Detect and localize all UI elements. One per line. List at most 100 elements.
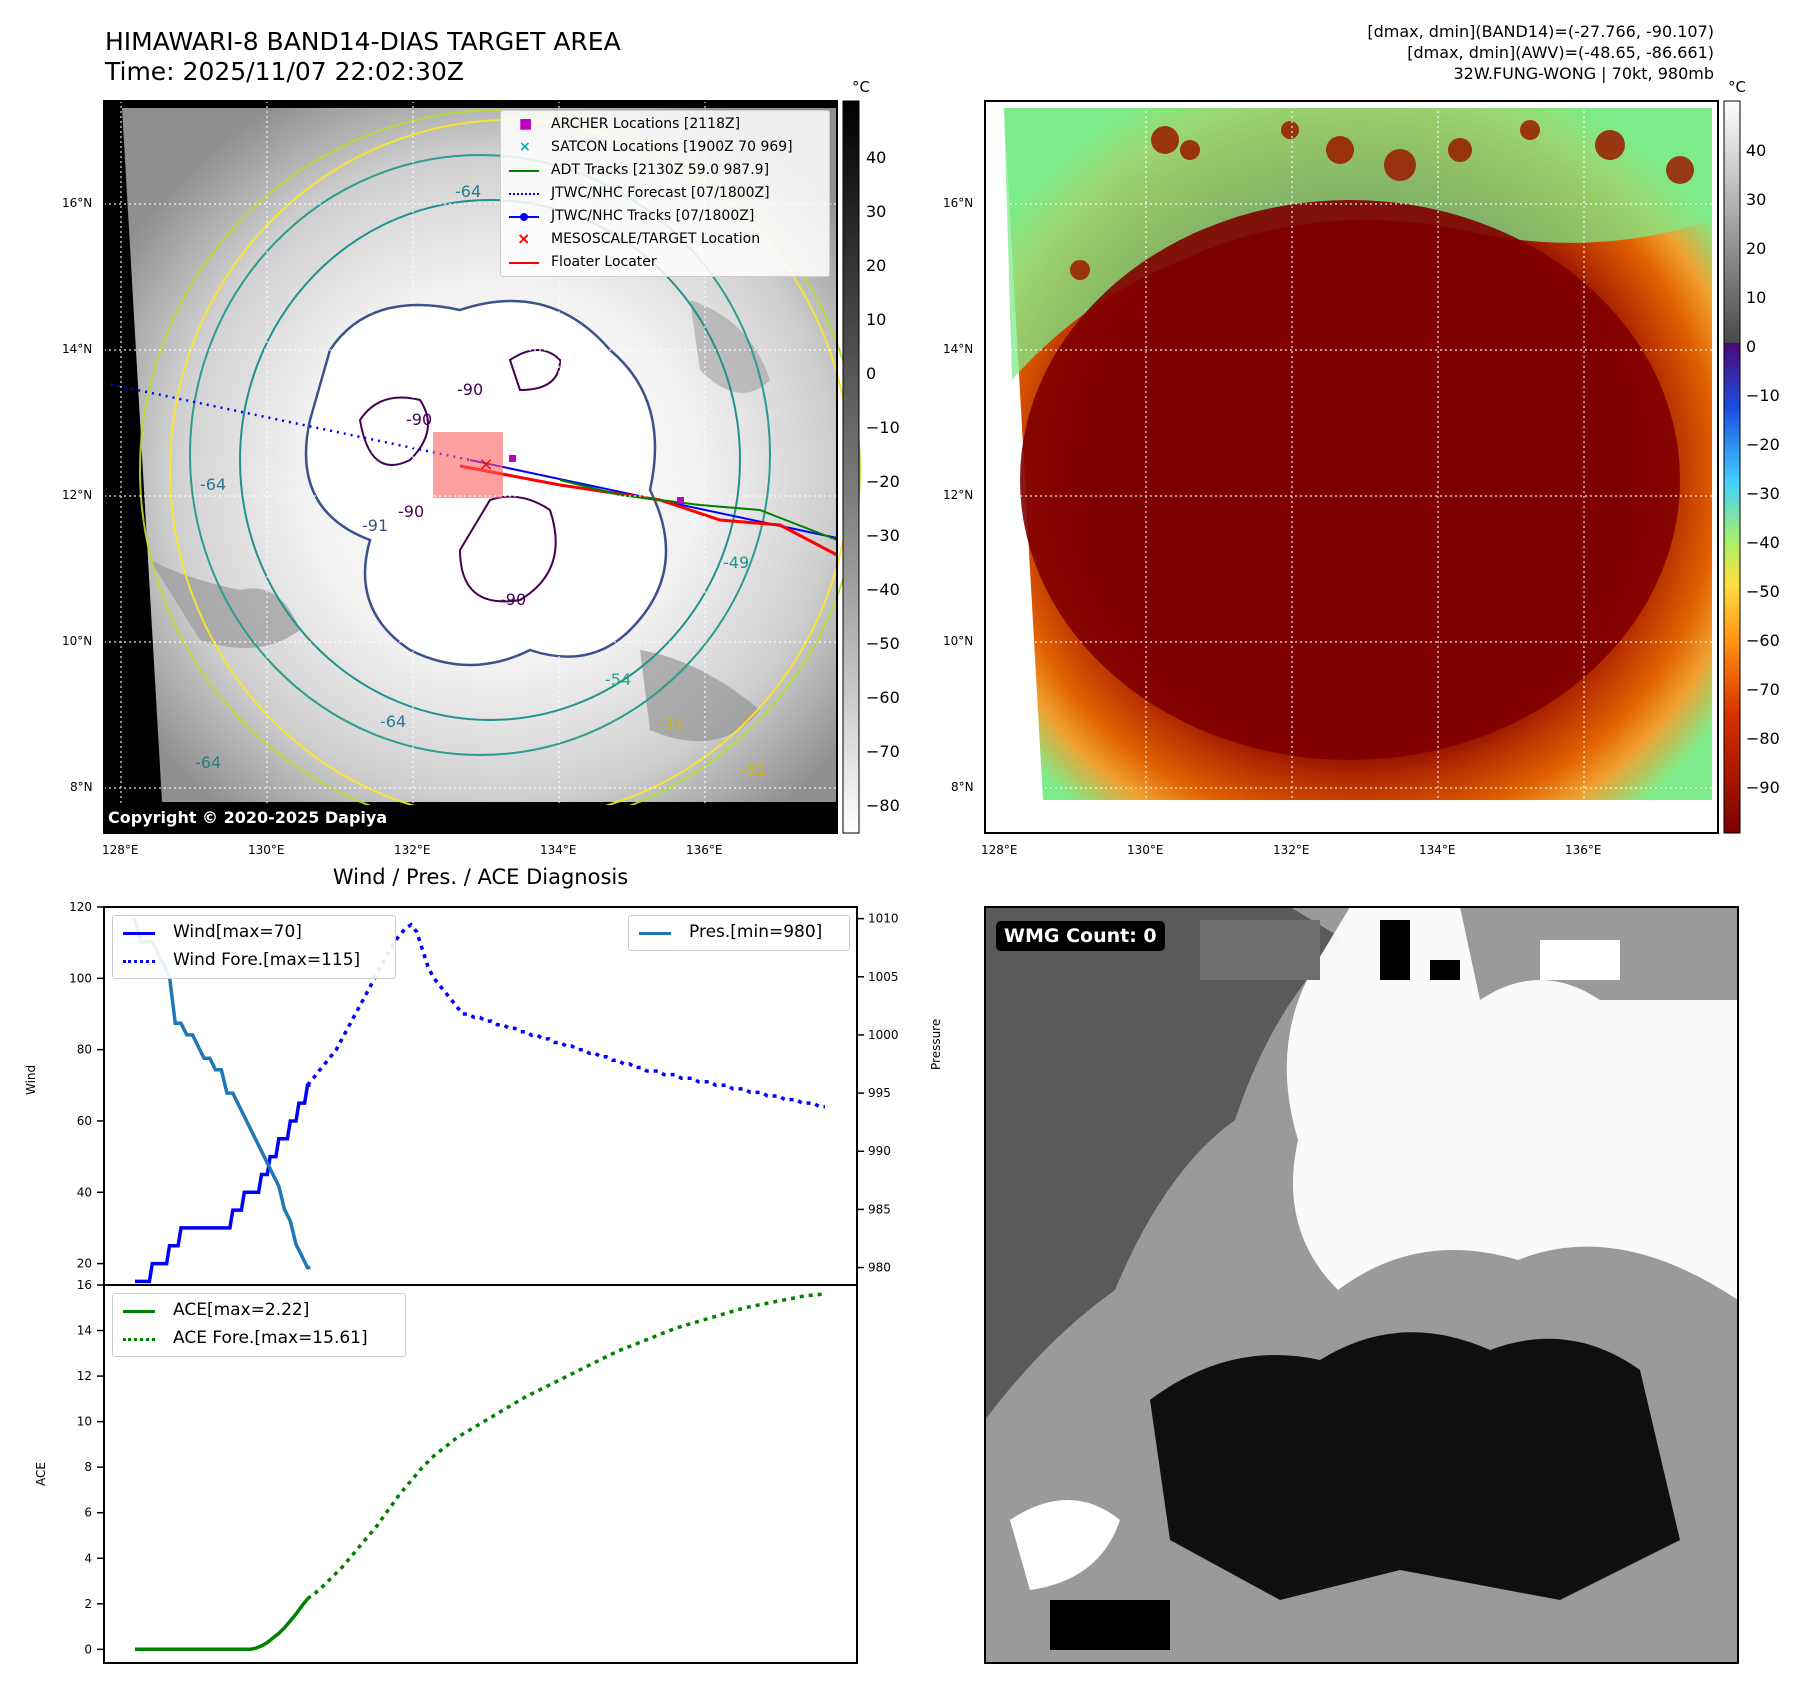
ytick-label-pressure: 1005	[868, 970, 899, 984]
ytick-label-ace: 12	[77, 1369, 92, 1383]
colorbar-tick: 20	[866, 256, 887, 275]
legend-label: Pres.[min=980]	[689, 922, 823, 942]
legend-label: Floater Locater	[551, 254, 657, 270]
lon-label: 130°E	[248, 843, 285, 857]
colorbar-tick: −30	[1746, 484, 1780, 503]
info-storm: 32W.FUNG-WONG | 70kt, 980mb	[1453, 64, 1714, 83]
wind-ylabel: Wind	[24, 1064, 38, 1095]
colorbar-tick: 0	[866, 364, 877, 383]
ytick-label-ace: 14	[77, 1324, 92, 1338]
lat-label: 14°N	[62, 342, 93, 356]
colorbar-tick: 40	[866, 148, 887, 167]
wind-legend: Wind[max=70] Wind Fore.[max=115]	[112, 915, 396, 979]
ace-series-line-0	[135, 1597, 309, 1652]
lat-label: 10°N	[943, 634, 974, 648]
contour-label: -90	[406, 410, 433, 429]
info-band14: [dmax, dmin](BAND14)=(-27.766, -90.107)	[1367, 22, 1714, 41]
copyright-text: Copyright © 2020-2025 Dapiya	[108, 808, 388, 827]
left-colorbar-unit: °C	[852, 78, 870, 96]
colorbar-tick: −70	[866, 742, 900, 761]
lon-label: 132°E	[1273, 843, 1310, 857]
legend-line-adt	[509, 170, 539, 172]
lat-label: 12°N	[943, 488, 974, 502]
contour-label: -49	[723, 553, 750, 572]
legend-marker-satcon: ×	[519, 139, 531, 155]
info-awv: [dmax, dmin](AWV)=(-48.65, -86.661)	[1407, 43, 1714, 62]
ytick-label-wind: 40	[77, 1185, 92, 1199]
contour-label: -64	[200, 475, 227, 494]
pressure-legend: Pres.[min=980]	[628, 915, 850, 951]
target-marker: ×	[478, 454, 493, 475]
ace-legend: ACE[max=2.22] ACE Fore.[max=15.61]	[112, 1293, 406, 1357]
ytick-label-pressure: 1010	[868, 912, 899, 926]
right-colorbar-unit: °C	[1728, 78, 1746, 96]
lat-label: 10°N	[62, 634, 93, 648]
colorbar-tick: −40	[1746, 533, 1780, 552]
colorbar-tick: −80	[1746, 729, 1780, 748]
ytick-label-ace: 8	[84, 1460, 92, 1474]
ytick-label-ace: 4	[84, 1551, 92, 1565]
lat-label: 14°N	[943, 342, 974, 356]
colorbar-tick: 30	[1746, 190, 1767, 209]
contour-label: -64	[380, 712, 407, 731]
ytick-label-pressure: 990	[868, 1144, 891, 1158]
ace-series-line-1	[306, 1292, 826, 1601]
colorbar-tick: −90	[1746, 778, 1780, 797]
left-colorbar	[842, 100, 860, 834]
lon-label: 128°E	[981, 843, 1018, 857]
legend-line-floater	[509, 262, 539, 264]
ytick-label-ace: 6	[84, 1506, 92, 1520]
band14-map: ×	[103, 100, 861, 834]
lat-label: 8°N	[70, 780, 93, 794]
copyright-band	[104, 805, 837, 833]
legend-label: Wind Fore.[max=115]	[173, 950, 361, 970]
legend-label: ARCHER Locations [2118Z]	[551, 116, 741, 132]
wmg-panel	[984, 906, 1739, 1664]
lon-label: 136°E	[686, 843, 723, 857]
lon-label: 134°E	[540, 843, 577, 857]
legend-line-wind	[123, 932, 155, 935]
ytick-label-ace: 0	[84, 1642, 92, 1656]
contour-label: -90	[457, 380, 484, 399]
colorbar-tick: −20	[1746, 435, 1780, 454]
ytick-label-pressure: 985	[868, 1202, 891, 1216]
series-line-0	[135, 1083, 311, 1284]
legend-label: SATCON Locations [1900Z 70 969]	[551, 139, 793, 155]
colorbar-tick: −10	[1746, 386, 1780, 405]
colorbar-tick: 30	[866, 202, 887, 221]
ytick-label-wind: 60	[77, 1114, 92, 1128]
contour-label: -91	[362, 516, 389, 535]
colorbar-tick: 0	[1746, 337, 1757, 356]
left-map-time: Time: 2025/11/07 22:02:30Z	[105, 57, 464, 86]
legend-line-ace	[123, 1310, 155, 1313]
colorbar-tick: 10	[1746, 288, 1767, 307]
ytick-label-pressure: 1000	[868, 1028, 899, 1042]
colorbar-tick: −50	[1746, 582, 1780, 601]
colorbar-tick: −60	[866, 688, 900, 707]
ytick-label-pressure: 995	[868, 1086, 891, 1100]
contour-label: -90	[398, 502, 425, 521]
map-legend: ■ ARCHER Locations [2118Z] × SATCON Loca…	[500, 110, 830, 277]
colorbar-tick: −60	[1746, 631, 1780, 650]
legend-label: Wind[max=70]	[173, 922, 302, 942]
series-line-1	[306, 922, 825, 1109]
colorbar-tick: 10	[866, 310, 887, 329]
ytick-label-ace: 10	[77, 1415, 92, 1429]
lon-label: 130°E	[1127, 843, 1164, 857]
colorbar-tick: −20	[866, 472, 900, 491]
legend-marker-target: ×	[517, 229, 531, 248]
contour-label: -31	[740, 760, 767, 779]
contour-label: -31	[658, 715, 685, 734]
diagnosis-title: Wind / Pres. / ACE Diagnosis	[332, 865, 629, 889]
legend-label: ADT Tracks [2130Z 59.0 987.9]	[551, 162, 770, 178]
legend-line-pressure	[639, 932, 671, 935]
colorbar-tick: −10	[866, 418, 900, 437]
ytick-label-wind: 80	[77, 1043, 92, 1057]
colorbar-tick: −40	[866, 580, 900, 599]
lon-label: 128°E	[102, 843, 139, 857]
ytick-label-wind: 120	[69, 900, 92, 914]
ytick-label-pressure: 980	[868, 1261, 891, 1275]
lon-label: 136°E	[1565, 843, 1602, 857]
legend-label: JTWC/NHC Tracks [07/1800Z]	[551, 208, 755, 224]
